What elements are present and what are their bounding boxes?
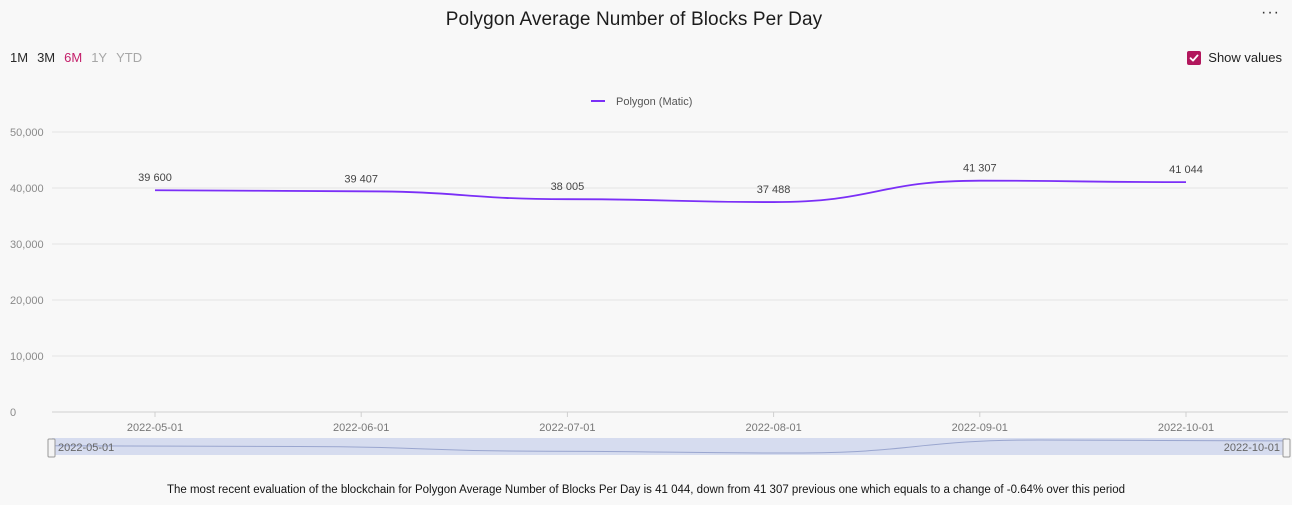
- range-1y-button[interactable]: 1Y: [91, 50, 108, 65]
- x-tick-label: 2022-07-01: [539, 422, 595, 434]
- data-label: 37 488: [757, 184, 791, 196]
- y-tick-label: 20,000: [10, 295, 44, 307]
- x-axis: 2022-05-01 2022-06-01 2022-07-01 2022-08-01…: [127, 412, 1214, 434]
- x-tick-label: 2022-06-01: [333, 422, 389, 434]
- checkbox-checked-icon[interactable]: [1187, 50, 1202, 65]
- data-label: 41 307: [963, 163, 997, 175]
- data-label: 39 600: [138, 172, 172, 184]
- data-label: 39 407: [344, 173, 378, 185]
- data-label: 41 044: [1169, 164, 1203, 176]
- line-chart: 0 10,000 20,000 30,000 40,000 50,000 2022-05-…: [10, 96, 1291, 458]
- navigator-end-label: 2022-10-01: [1224, 442, 1280, 454]
- grid-lines: [52, 131, 1288, 413]
- range-1m-button[interactable]: 1M: [10, 50, 29, 65]
- chart-title: Polygon Average Number of Blocks Per Day: [445, 9, 823, 30]
- y-tick-label: 10,000: [10, 351, 44, 363]
- navigator-right-handle[interactable]: [1282, 438, 1291, 458]
- more-options-icon[interactable]: ···: [1261, 4, 1280, 21]
- show-values-toggle[interactable]: Show values: [1187, 50, 1282, 65]
- x-tick-label: 2022-09-01: [952, 422, 1008, 434]
- y-tick-label: 0: [10, 407, 16, 419]
- y-axis: 0 10,000 20,000 30,000 40,000 50,000: [10, 127, 44, 419]
- navigator-line: [51, 439, 1287, 454]
- navigator-start-label: 2022-05-01: [58, 442, 114, 454]
- navigator: 2022-05-01 2022-10-01: [47, 438, 1291, 458]
- range-6m-button[interactable]: 6M: [64, 50, 83, 65]
- series-line: [154, 179, 1187, 203]
- navigator-left-handle[interactable]: [47, 438, 56, 458]
- series: 39 600 39 407 38 005 37 488 41 307 41 044: [138, 163, 1203, 203]
- legend: Polygon (Matic): [591, 96, 692, 108]
- x-tick-label: 2022-10-01: [1158, 422, 1214, 434]
- data-label: 38 005: [551, 181, 585, 193]
- navigator-range: [52, 438, 1286, 455]
- x-tick-label: 2022-05-01: [127, 422, 183, 434]
- range-3m-button[interactable]: 3M: [37, 50, 56, 65]
- x-tick-label: 2022-08-01: [745, 422, 801, 434]
- y-tick-label: 50,000: [10, 127, 44, 139]
- y-tick-label: 40,000: [10, 183, 44, 195]
- summary-text: The most recent evaluation of the blockc…: [166, 484, 1126, 496]
- range-ytd-button[interactable]: YTD: [116, 50, 143, 65]
- y-tick-label: 30,000: [10, 239, 44, 251]
- legend-label: Polygon (Matic): [616, 96, 692, 108]
- range-selector: 1M 3M 6M 1Y YTD: [10, 50, 142, 65]
- show-values-label: Show values: [1208, 50, 1282, 65]
